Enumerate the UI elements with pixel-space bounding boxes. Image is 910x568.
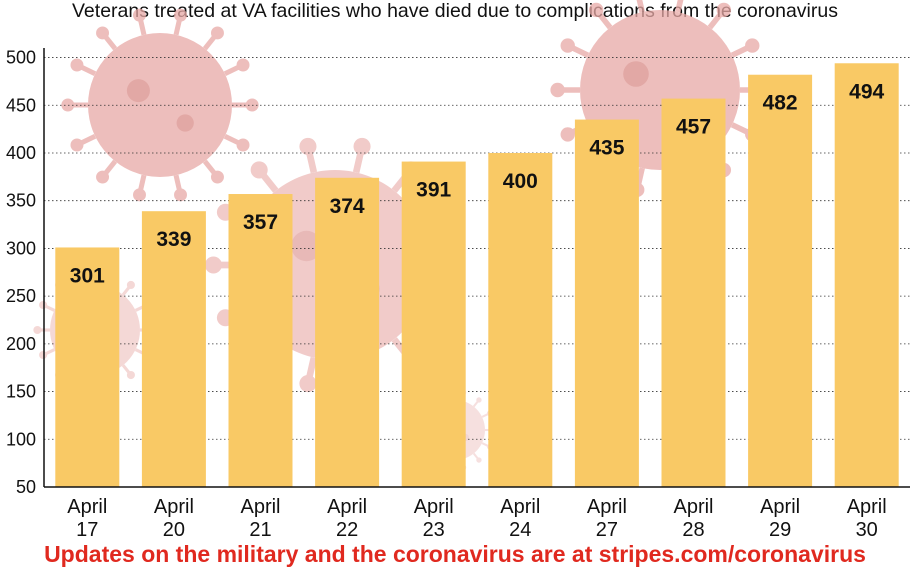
y-tick-label: 150 — [6, 382, 36, 402]
bar — [748, 74, 813, 487]
x-tick-label: 24 — [509, 519, 531, 541]
bar — [315, 177, 380, 487]
y-tick-label: 500 — [6, 48, 36, 68]
data-label: 482 — [763, 92, 798, 115]
bar — [661, 98, 726, 487]
x-tick-label: April — [240, 496, 280, 518]
bar — [834, 63, 899, 488]
y-tick-label: 200 — [6, 334, 36, 354]
x-tick-label: 28 — [682, 519, 704, 541]
y-tick-label: 350 — [6, 191, 36, 211]
x-tick-label: April — [154, 496, 194, 518]
data-label: 301 — [70, 264, 105, 287]
y-tick-label: 450 — [6, 95, 36, 115]
y-tick-label: 50 — [16, 477, 36, 497]
bar — [401, 161, 466, 488]
x-tick-label: 23 — [423, 519, 445, 541]
labels: 50100150200250300350400450500301April173… — [6, 48, 887, 541]
data-label: 494 — [849, 80, 884, 103]
x-tick-label: April — [673, 496, 713, 518]
x-tick-label: 20 — [163, 519, 185, 541]
x-tick-label: 27 — [596, 519, 618, 541]
x-tick-label: April — [587, 496, 627, 518]
bar — [141, 211, 206, 487]
bar — [228, 194, 293, 488]
x-tick-label: 21 — [249, 519, 271, 541]
bar — [55, 247, 120, 487]
y-tick-label: 100 — [6, 429, 36, 449]
x-tick-label: April — [760, 496, 800, 518]
x-tick-label: April — [67, 496, 107, 518]
footer-note: Updates on the military and the coronavi… — [44, 541, 866, 567]
y-tick-label: 250 — [6, 286, 36, 306]
x-tick-label: April — [847, 496, 887, 518]
bar — [488, 152, 553, 487]
data-label: 357 — [243, 211, 278, 234]
x-tick-label: April — [327, 496, 367, 518]
y-tick-label: 300 — [6, 238, 36, 258]
x-tick-label: April — [500, 496, 540, 518]
data-label: 391 — [416, 179, 451, 202]
x-tick-label: April — [414, 496, 454, 518]
data-label: 457 — [676, 116, 711, 139]
bar — [574, 119, 639, 488]
y-tick-label: 400 — [6, 143, 36, 163]
data-label: 400 — [503, 170, 538, 193]
axes — [43, 48, 910, 488]
bars — [55, 63, 899, 488]
data-label: 374 — [330, 195, 365, 218]
x-tick-label: 17 — [76, 519, 98, 541]
data-label: 339 — [156, 228, 191, 251]
x-tick-label: 30 — [856, 519, 878, 541]
data-label: 435 — [589, 137, 624, 160]
x-tick-label: 22 — [336, 519, 358, 541]
x-tick-label: 29 — [769, 519, 791, 541]
